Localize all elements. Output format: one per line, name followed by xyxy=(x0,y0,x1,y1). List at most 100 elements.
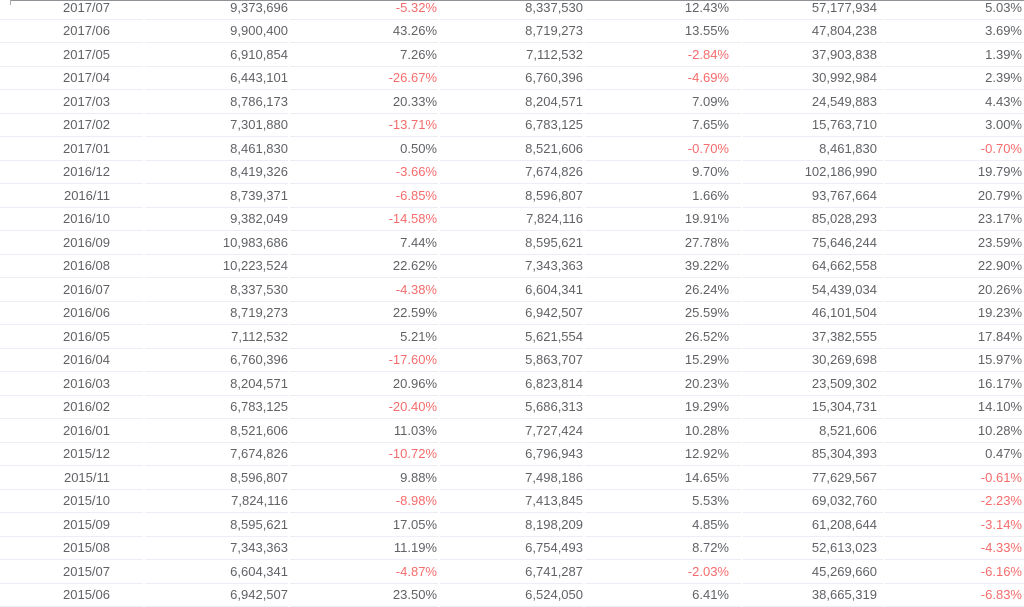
cell-month: 2017/04 xyxy=(0,67,143,90)
table-row[interactable]: 2017/02 7,301,880 -13.71% 6,783,125 7.65% 15,… xyxy=(0,113,1024,137)
table-row[interactable]: 2017/05 6,910,854 7.26% 7,112,532 -2.84% 37,9… xyxy=(0,43,1024,67)
table-row[interactable]: 2016/02 6,783,125 -20.40% 5,686,313 19.29% 15… xyxy=(0,395,1024,419)
cell-value-3: 46,101,504 xyxy=(743,302,883,325)
cell-change-2: 13.55% xyxy=(585,20,741,43)
cell-value-2: 6,754,493 xyxy=(440,537,583,560)
cell-value-1: 8,461,830 xyxy=(145,137,288,161)
table-row[interactable]: 2016/04 6,760,396 -17.60% 5,863,707 15.29% 30… xyxy=(0,348,1024,372)
table-row[interactable]: 2016/03 8,204,571 20.96% 6,823,814 20.23% 23,… xyxy=(0,372,1024,396)
cell-change-2: 25.59% xyxy=(585,302,741,325)
cell-change-1: 22.59% xyxy=(290,302,438,325)
cell-value-1: 6,443,101 xyxy=(145,67,288,90)
table-row[interactable]: 2016/06 8,719,273 22.59% 6,942,507 25.59% 46,… xyxy=(0,301,1024,325)
cell-value-3: 54,439,034 xyxy=(743,278,883,302)
cell-value-3: 23,509,302 xyxy=(743,372,883,396)
cell-value-1: 8,521,606 xyxy=(145,419,288,443)
cell-value-1: 7,824,116 xyxy=(145,490,288,513)
table-row[interactable]: 2015/09 8,595,621 17.05% 8,198,209 4.85% 61,2… xyxy=(0,513,1024,537)
cell-month: 2016/05 xyxy=(0,325,143,349)
cell-change-3: 19.79% xyxy=(885,161,1024,184)
cell-value-2: 8,596,807 xyxy=(440,184,583,208)
cell-value-2: 6,741,287 xyxy=(440,560,583,584)
cell-change-1: -6.85% xyxy=(290,184,438,208)
cell-change-2: 19.29% xyxy=(585,396,741,419)
cell-value-2: 7,674,826 xyxy=(440,161,583,184)
cell-change-1: 20.33% xyxy=(290,90,438,114)
cell-value-2: 7,824,116 xyxy=(440,208,583,231)
cell-change-2: -2.03% xyxy=(585,560,741,584)
cell-change-2: 12.43% xyxy=(585,0,741,20)
table-row[interactable]: 2017/01 8,461,830 0.50% 8,521,606 -0.70% 8,46… xyxy=(0,137,1024,161)
cell-value-2: 6,760,396 xyxy=(440,67,583,90)
cell-value-3: 30,992,984 xyxy=(743,67,883,90)
cell-change-2: -0.70% xyxy=(585,137,741,161)
table-row[interactable]: 2017/06 9,900,400 43.26% 8,719,273 13.55% 47,… xyxy=(0,19,1024,43)
cell-month: 2016/08 xyxy=(0,255,143,278)
table-top-border-tick xyxy=(10,0,11,5)
cell-month: 2017/06 xyxy=(0,20,143,43)
cell-value-3: 85,304,393 xyxy=(743,443,883,466)
cell-value-2: 6,796,943 xyxy=(440,443,583,466)
table-row[interactable]: 2017/04 6,443,101 -26.67% 6,760,396 -4.69% 30… xyxy=(0,66,1024,90)
cell-change-2: 4.85% xyxy=(585,513,741,537)
table-row[interactable]: 2016/07 8,337,530 -4.38% 6,604,341 26.24% 54,… xyxy=(0,278,1024,302)
table-row[interactable]: 2015/12 7,674,826 -10.72% 6,796,943 12.92% 85… xyxy=(0,442,1024,466)
cell-change-1: 23.50% xyxy=(290,584,438,607)
table-row[interactable]: 2016/01 8,521,606 11.03% 7,727,424 10.28% 8,5… xyxy=(0,419,1024,443)
cell-change-1: 11.19% xyxy=(290,537,438,560)
table-row[interactable]: 2016/05 7,112,532 5.21% 5,621,554 26.52% 37,3… xyxy=(0,325,1024,349)
cell-value-1: 10,983,686 xyxy=(145,231,288,255)
cell-month: 2016/03 xyxy=(0,372,143,396)
cell-change-1: 7.26% xyxy=(290,43,438,67)
table-row[interactable]: 2015/10 7,824,116 -8.98% 7,413,845 5.53% 69,0… xyxy=(0,489,1024,513)
cell-month: 2017/05 xyxy=(0,43,143,67)
cell-month: 2015/10 xyxy=(0,490,143,513)
cell-value-2: 5,863,707 xyxy=(440,349,583,372)
cell-value-1: 8,204,571 xyxy=(145,372,288,396)
table-row[interactable]: 2016/08 10,223,524 22.62% 7,343,363 39.22% 64… xyxy=(0,254,1024,278)
cell-value-1: 10,223,524 xyxy=(145,255,288,278)
cell-change-1: 20.96% xyxy=(290,372,438,396)
cell-change-2: 8.72% xyxy=(585,537,741,560)
table-row[interactable]: 2016/09 10,983,686 7.44% 8,595,621 27.78% 75,… xyxy=(0,231,1024,255)
cell-month: 2017/03 xyxy=(0,90,143,114)
table-row[interactable]: 2015/08 7,343,363 11.19% 6,754,493 8.72% 52,6… xyxy=(0,536,1024,560)
cell-change-2: 9.70% xyxy=(585,161,741,184)
cell-month: 2016/02 xyxy=(0,396,143,419)
cell-change-1: -5.32% xyxy=(290,0,438,20)
cell-change-1: 9.88% xyxy=(290,466,438,490)
table-row[interactable]: 2016/12 8,419,326 -3.66% 7,674,826 9.70% 102,… xyxy=(0,160,1024,184)
table-row[interactable]: 2016/10 9,382,049 -14.58% 7,824,116 19.91% 85… xyxy=(0,207,1024,231)
cell-change-3: 14.10% xyxy=(885,396,1024,419)
table-row[interactable]: 2017/03 8,786,173 20.33% 8,204,571 7.09% 24,5… xyxy=(0,90,1024,114)
cell-change-2: 5.53% xyxy=(585,490,741,513)
cell-value-1: 7,674,826 xyxy=(145,443,288,466)
table-row[interactable]: 2015/11 8,596,807 9.88% 7,498,186 14.65% 77,6… xyxy=(0,466,1024,490)
cell-value-3: 15,304,731 xyxy=(743,396,883,419)
cell-change-2: 26.24% xyxy=(585,278,741,302)
table-row[interactable]: 2015/06 6,942,507 23.50% 6,524,050 6.41% 38,6… xyxy=(0,583,1024,607)
cell-value-1: 6,942,507 xyxy=(145,584,288,607)
cell-value-3: 52,613,023 xyxy=(743,537,883,560)
cell-month: 2016/01 xyxy=(0,419,143,443)
table-row[interactable]: 2015/07 6,604,341 -4.87% 6,741,287 -2.03% 45,… xyxy=(0,560,1024,584)
cell-change-3: -2.23% xyxy=(885,490,1024,513)
cell-month: 2017/07 xyxy=(0,0,143,20)
cell-value-3: 69,032,760 xyxy=(743,490,883,513)
cell-value-3: 24,549,883 xyxy=(743,90,883,114)
cell-change-1: -26.67% xyxy=(290,67,438,90)
cell-value-1: 7,112,532 xyxy=(145,325,288,349)
cell-value-1: 8,337,530 xyxy=(145,278,288,302)
cell-value-2: 7,112,532 xyxy=(440,43,583,67)
cell-value-2: 8,719,273 xyxy=(440,20,583,43)
cell-value-1: 8,739,371 xyxy=(145,184,288,208)
cell-month: 2015/12 xyxy=(0,443,143,466)
table-row[interactable]: 2016/11 8,739,371 -6.85% 8,596,807 1.66% 93,7… xyxy=(0,184,1024,208)
cell-change-3: 16.17% xyxy=(885,372,1024,396)
cell-change-3: 3.69% xyxy=(885,20,1024,43)
cell-value-2: 8,337,530 xyxy=(440,0,583,20)
cell-value-2: 7,413,845 xyxy=(440,490,583,513)
table-row[interactable]: 2017/07 9,373,696 -5.32% 8,337,530 12.43% 57,… xyxy=(0,0,1024,20)
cell-value-3: 75,646,244 xyxy=(743,231,883,255)
